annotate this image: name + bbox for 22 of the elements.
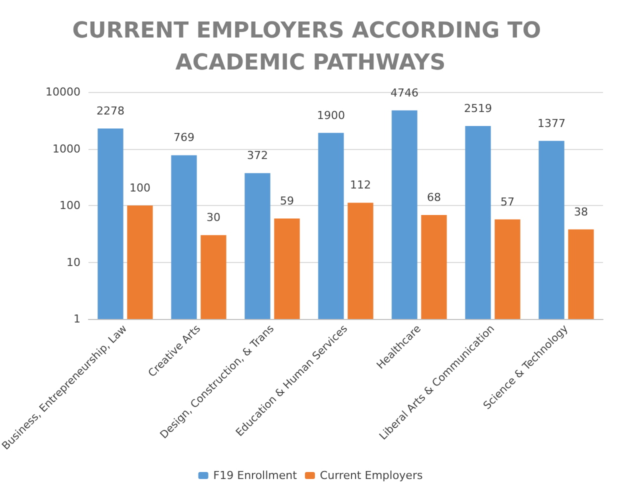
y-tick-label: 10000 [45, 86, 80, 98]
data-label: 1377 [538, 116, 566, 130]
data-label: 112 [350, 178, 371, 192]
data-label: 372 [246, 149, 268, 162]
data-label: 57 [500, 195, 514, 208]
chart-title: CURRENT EMPLOYERS ACCORDING TO ACADEMIC PATHWAYS [72, 18, 549, 76]
y-tick-label: 100 [59, 199, 80, 212]
y-tick-label: 10 [66, 256, 80, 269]
data-label: 68 [426, 191, 441, 204]
y-tick-label: 1000 [52, 142, 80, 156]
legend-label: Current Employers [320, 469, 423, 482]
data-label: 59 [280, 194, 294, 208]
data-label: 769 [173, 131, 194, 144]
y-tick-label: 1 [73, 312, 80, 326]
data-label: 2519 [464, 102, 492, 115]
data-label: 100 [129, 182, 150, 194]
data-label: 4746 [390, 86, 418, 100]
data-label: 1900 [316, 108, 345, 122]
data-label: 2278 [96, 104, 124, 118]
data-label: 38 [574, 205, 588, 218]
legend-label: F19 Enrollment [213, 469, 298, 482]
data-label: 30 [206, 211, 220, 224]
